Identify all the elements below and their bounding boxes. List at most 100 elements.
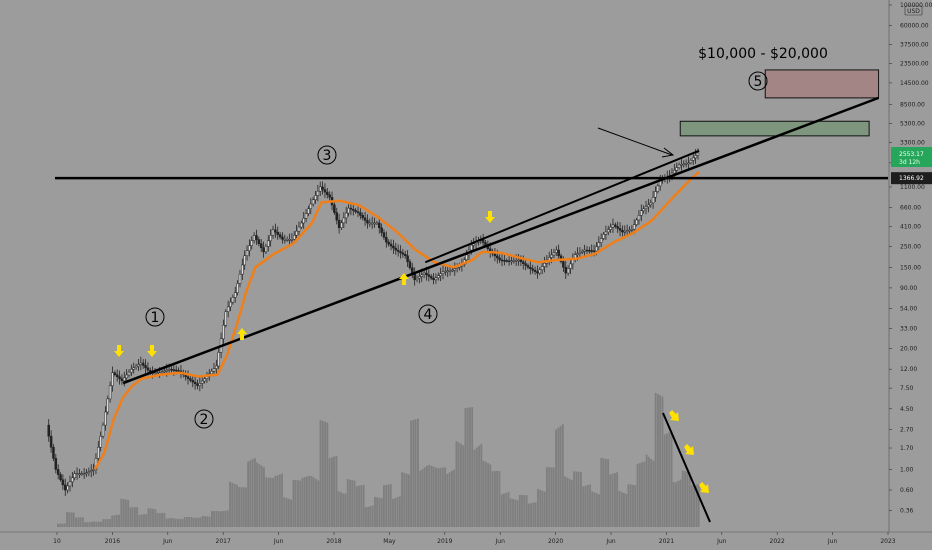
candle-body — [156, 372, 159, 374]
candle-body — [434, 277, 438, 281]
candle-body — [307, 208, 310, 214]
candle-body — [267, 240, 270, 247]
volume-bar — [505, 492, 508, 527]
candle-body — [89, 470, 93, 472]
candle-body — [618, 228, 622, 231]
time-tick-label: 2020 — [548, 538, 563, 545]
volume-bar — [292, 479, 295, 527]
price-tick-label: 150.00 — [900, 264, 921, 271]
candle-body — [526, 265, 530, 268]
candle-body — [318, 186, 322, 192]
candle-body — [257, 239, 261, 244]
candle-body — [172, 369, 176, 371]
volume-bar — [423, 467, 426, 527]
volume-bar — [129, 507, 132, 527]
candle-body — [191, 380, 194, 383]
candle-body — [163, 370, 166, 373]
volume-bar — [57, 523, 59, 527]
candle-body — [321, 186, 324, 190]
candle-body — [590, 250, 593, 252]
volume-bar — [604, 458, 607, 527]
candle-body — [637, 215, 641, 221]
volume-bar — [518, 495, 521, 527]
volume-bar — [127, 500, 130, 527]
candle-body — [375, 222, 379, 225]
candle-body — [295, 230, 298, 236]
candle-body — [120, 378, 124, 382]
price-tick-label: 33.00 — [900, 325, 917, 332]
volume-bar — [269, 477, 272, 527]
volume-bar — [244, 487, 247, 527]
volume-bar — [371, 505, 374, 527]
pointer-arrow-icon — [597, 127, 673, 156]
candle-body — [340, 222, 343, 228]
volume-bar — [88, 522, 91, 527]
candle-body — [396, 249, 400, 252]
volume-bar — [598, 494, 600, 527]
time-tick-label: Jun — [827, 538, 838, 545]
volume-bar — [684, 471, 687, 527]
volume-bar — [484, 461, 487, 527]
volume-bar — [432, 466, 435, 527]
volume-bar — [172, 517, 175, 527]
candle-body — [269, 235, 272, 242]
price-tick-label: 60000.00 — [900, 23, 929, 30]
candle-body — [104, 411, 107, 426]
volume-bar — [491, 471, 494, 527]
candle-body — [675, 167, 678, 171]
volume-bar — [195, 517, 197, 527]
volume-bar — [591, 491, 594, 527]
volume-bar — [695, 484, 698, 527]
candle-body — [333, 204, 336, 213]
volume-bar — [63, 523, 66, 527]
volume-bar — [111, 515, 114, 527]
volume-bar — [165, 518, 168, 527]
candle-body — [533, 269, 537, 272]
volume-bar — [342, 493, 345, 527]
candle-body — [146, 367, 150, 371]
candle-body — [193, 381, 197, 385]
price-tick-label: 0.60 — [900, 487, 914, 494]
volume-bar — [387, 484, 390, 527]
volume-bar — [267, 477, 270, 527]
volume-bar — [530, 503, 533, 527]
volume-bar — [426, 465, 428, 527]
wave-label-circle — [194, 409, 214, 429]
candle-body — [380, 227, 383, 233]
volume-bar — [174, 518, 177, 527]
arrow-icon — [699, 482, 709, 493]
volume-bar — [652, 460, 655, 527]
wave-label-circle — [145, 307, 165, 327]
candle-body — [538, 269, 542, 274]
candle-body — [71, 477, 74, 483]
volume-bar — [233, 483, 236, 527]
volume-bar — [543, 491, 546, 527]
candle-body — [293, 235, 296, 240]
volume-bar — [541, 490, 544, 527]
candle-body — [245, 250, 249, 256]
volume-bar — [265, 477, 268, 527]
candle-body — [68, 481, 72, 487]
candle-body — [505, 260, 508, 262]
volume-bar — [550, 467, 553, 527]
volume-bar — [213, 511, 216, 527]
candle-body — [448, 270, 452, 272]
volume-bar — [97, 521, 100, 527]
candle-body — [278, 234, 282, 238]
candle-body — [264, 246, 268, 253]
volume-bar — [226, 510, 229, 527]
candle-body — [623, 231, 627, 233]
volume-bar — [251, 459, 254, 527]
volume-bar — [500, 494, 503, 527]
volume-bar — [525, 495, 528, 527]
candle-body — [536, 271, 539, 274]
volume-bar — [697, 484, 700, 527]
wave-label: 5 — [754, 74, 763, 90]
candle-body — [144, 365, 147, 369]
volume-bar — [686, 471, 689, 527]
volume-bar — [120, 498, 123, 527]
candle-body — [99, 435, 102, 448]
candle-body — [522, 261, 525, 264]
